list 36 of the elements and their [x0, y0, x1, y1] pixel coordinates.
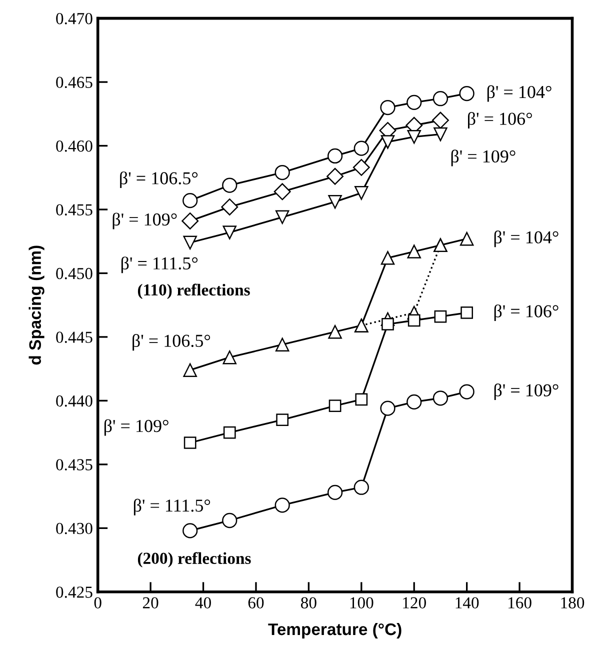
annotation: β' = 109° — [451, 150, 516, 166]
annotation: β' = 104° — [494, 230, 558, 248]
annotation: β' = 109° — [494, 383, 558, 400]
x-tick-label: 100 — [350, 597, 374, 608]
annotation: β' = 106° — [494, 304, 558, 322]
y-axis-title: d Spacing (nm) — [28, 246, 44, 365]
annotation: (200) reflections — [138, 552, 251, 568]
annotation: (110) reflections — [138, 284, 250, 299]
annotation: β' = 109° — [104, 419, 168, 436]
annotation: β' = 104° — [487, 85, 552, 102]
annotation: β' = 111.5° — [121, 256, 198, 274]
y-tick-label: 0.450 — [56, 268, 92, 280]
x-tick-label: 180 — [561, 597, 584, 608]
x-axis-title: Temperature (°C) — [268, 622, 402, 638]
y-tick-label: 0.425 — [56, 586, 92, 598]
annotation: β' = 106° — [468, 112, 532, 129]
annotation: β' = 109° — [112, 212, 177, 230]
annotation: β' = 111.5° — [134, 498, 210, 516]
x-tick-label: 0 — [94, 597, 102, 608]
x-tick-label: 160 — [508, 597, 532, 608]
y-tick-label: 0.440 — [56, 395, 92, 407]
y-tick-label: 0.430 — [56, 522, 92, 534]
x-tick-label: 80 — [300, 597, 316, 608]
x-tick-label: 140 — [456, 597, 479, 608]
y-tick-label: 0.465 — [56, 76, 92, 88]
annotation: β' = 106.5° — [132, 334, 210, 351]
y-tick-label: 0.435 — [56, 459, 92, 470]
y-tick-label: 0.455 — [56, 204, 92, 216]
y-tick-label: 0.445 — [56, 332, 92, 343]
x-tick-label: 60 — [248, 597, 264, 608]
x-tick-label: 20 — [142, 597, 158, 608]
y-tick-label: 0.460 — [56, 140, 92, 152]
annotation: β' = 106.5° — [120, 171, 198, 188]
x-tick-label: 40 — [195, 597, 211, 608]
x-tick-label: 120 — [403, 597, 426, 608]
y-tick-label: 0.470 — [56, 13, 92, 24]
